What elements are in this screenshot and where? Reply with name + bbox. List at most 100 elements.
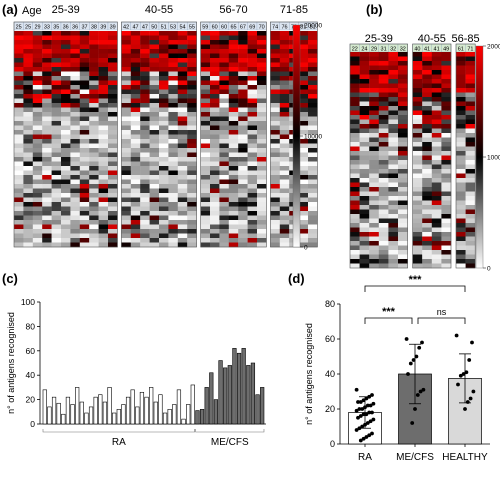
heatmap-cell [412, 191, 423, 197]
heatmap-cell [228, 238, 239, 243]
heatmap-cell [350, 164, 360, 170]
heatmap-cell [121, 112, 131, 117]
heatmap-cell [219, 62, 229, 68]
heatmap-cell [247, 193, 258, 198]
heatmap-cell [98, 89, 109, 95]
heatmap-cell [177, 130, 188, 135]
heatmap-cell [149, 103, 160, 108]
heatmap-cell [359, 101, 370, 107]
heatmap-cell [130, 179, 141, 185]
heatmap-cell [121, 139, 131, 144]
heatmap-cell [159, 98, 169, 104]
heatmap-cell [431, 254, 442, 260]
heatmap-cell [79, 170, 90, 176]
heatmap-cell [70, 206, 80, 212]
heatmap-cell [108, 116, 118, 122]
heatmap-cell [130, 206, 141, 212]
heatmap-cell [130, 125, 141, 131]
heatmap-cell [210, 170, 220, 176]
heatmap-cell [168, 238, 178, 243]
data-point [461, 372, 466, 376]
heatmap-cell [177, 98, 188, 104]
heatmap-cell [168, 44, 178, 50]
heatmap-cell [187, 112, 197, 117]
heatmap-cell [456, 83, 466, 89]
heatmap-cell [279, 206, 290, 212]
heatmap-cell [441, 155, 452, 161]
heatmap-cell [140, 103, 150, 108]
heatmap-cell [441, 241, 452, 246]
heatmap-cell [431, 101, 442, 107]
heatmap-cell [108, 134, 118, 140]
heatmap-cell [298, 49, 309, 54]
heatmap-cell [422, 173, 432, 179]
data-point [418, 389, 423, 394]
heatmap-cell [149, 71, 160, 77]
heatmap-cell [441, 209, 452, 215]
heatmap-cell [388, 110, 399, 116]
heatmap-cell [149, 121, 160, 126]
heatmap-cell [70, 170, 80, 176]
heatmap-cell [456, 160, 466, 165]
heatmap-cell [298, 107, 309, 113]
heatmap-cell [168, 157, 178, 162]
heatmap-cell [431, 236, 442, 242]
heatmap-cell [42, 80, 52, 86]
heatmap-cell [219, 206, 229, 212]
heatmap-cell [98, 143, 109, 149]
heatmap-cell [79, 175, 90, 180]
heatmap-cell [412, 169, 423, 174]
heatmap-cell [441, 61, 452, 66]
bar [255, 394, 260, 425]
heatmap-cell [70, 148, 80, 153]
heatmap-cell [350, 88, 360, 93]
heatmap-cell [398, 178, 408, 183]
heatmap-cell [14, 184, 24, 189]
heatmap-cell [228, 80, 239, 86]
heatmap-cell [378, 164, 389, 170]
heatmap-cell [219, 130, 229, 135]
heatmap-cell [210, 179, 220, 185]
heatmap-cell [121, 89, 131, 95]
heatmap-cell [441, 70, 452, 75]
data-point [414, 354, 419, 359]
heatmap-cell [140, 125, 150, 131]
heatmap-cell [42, 103, 52, 108]
heatmap-cell [238, 53, 248, 59]
heatmap-cell [388, 254, 399, 260]
heatmap-cell [42, 62, 52, 68]
heatmap-cell [159, 80, 169, 86]
data-point [367, 410, 372, 415]
heatmap-cell [149, 184, 160, 189]
data-point [357, 426, 362, 431]
heatmap-cell [79, 71, 90, 77]
heatmap-cell [79, 31, 90, 36]
heatmap-cell [23, 157, 33, 162]
heatmap-cell [159, 242, 169, 248]
heatmap-cell [279, 31, 290, 36]
heatmap-cell [298, 121, 309, 126]
heatmap-cell [350, 259, 360, 264]
heatmap-cell [359, 137, 370, 143]
heatmap-cell [465, 110, 476, 116]
heatmap-cell [149, 62, 160, 68]
heatmap-cell [465, 236, 476, 242]
heatmap-cell [149, 35, 160, 41]
heatmap-cell [279, 143, 290, 149]
heatmap-cell [378, 133, 389, 138]
heatmap-cell [168, 35, 178, 41]
heatmap-cell [98, 148, 109, 153]
heatmap-cell [270, 116, 280, 122]
heatmap-cell [465, 205, 476, 210]
heatmap-cell [456, 56, 466, 62]
bar [79, 401, 84, 425]
heatmap-cell [456, 88, 466, 93]
heatmap-cell [130, 188, 141, 194]
heatmap-cell [159, 130, 169, 135]
heatmap-cell [79, 125, 90, 131]
heatmap-cell [61, 224, 71, 230]
heatmap-cell [350, 160, 360, 165]
y-tick-label: 80 [26, 321, 36, 331]
heatmap-cell [456, 169, 466, 174]
heatmap-cell [89, 170, 99, 176]
